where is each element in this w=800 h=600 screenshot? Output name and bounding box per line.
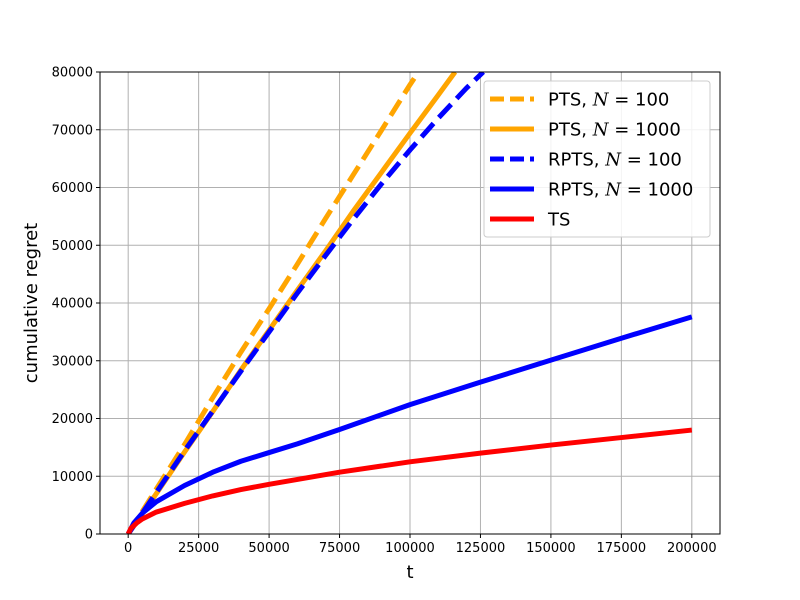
y-tick-label: 10000	[52, 470, 93, 485]
x-tick-label: 175000	[597, 541, 647, 556]
legend-label: RPTS, N = 100	[548, 150, 682, 171]
y-tick-label: 70000	[52, 123, 93, 138]
x-tick-label: 200000	[667, 541, 717, 556]
series-line-3	[126, 72, 485, 534]
y-tick-label: 50000	[52, 239, 93, 254]
legend-label: RPTS, N = 1000	[548, 180, 693, 201]
x-tick-label: 75000	[319, 541, 360, 556]
y-axis-label: cumulative regret	[21, 223, 42, 383]
y-tick-label: 30000	[52, 354, 93, 369]
x-tick-label: 50000	[248, 541, 289, 556]
y-tick-label: 80000	[52, 66, 93, 81]
x-tick-label: 25000	[178, 541, 219, 556]
series-lines	[125, 72, 693, 534]
legend-box	[483, 80, 711, 238]
x-tick-label: 0	[124, 541, 132, 556]
y-tick-label: 0	[85, 528, 93, 543]
legend-label: PTS, N = 1000	[548, 120, 681, 141]
x-tick-label: 125000	[456, 541, 506, 556]
x-tick-label: 150000	[526, 541, 576, 556]
legend: PTS, N = 100 PTS, N = 1000 RPTS, N = 100 RP…	[483, 80, 711, 238]
y-tick-label: 20000	[52, 412, 93, 427]
series-line-4	[125, 314, 693, 534]
y-tick-label: 40000	[52, 297, 93, 312]
legend-label: TS	[547, 210, 570, 231]
x-tick-label: 100000	[385, 541, 435, 556]
x-axis-label: t	[406, 562, 413, 583]
legend-label: PTS, N = 100	[548, 90, 669, 111]
y-tick-label: 60000	[52, 181, 93, 196]
series-line-5	[125, 427, 693, 534]
y-axis: 0 10000 20000 30000 40000 50000 60000 70000 8000…	[52, 66, 100, 543]
x-axis: 0 25000 50000 75000 100000 125000 150000 175000…	[124, 534, 717, 556]
